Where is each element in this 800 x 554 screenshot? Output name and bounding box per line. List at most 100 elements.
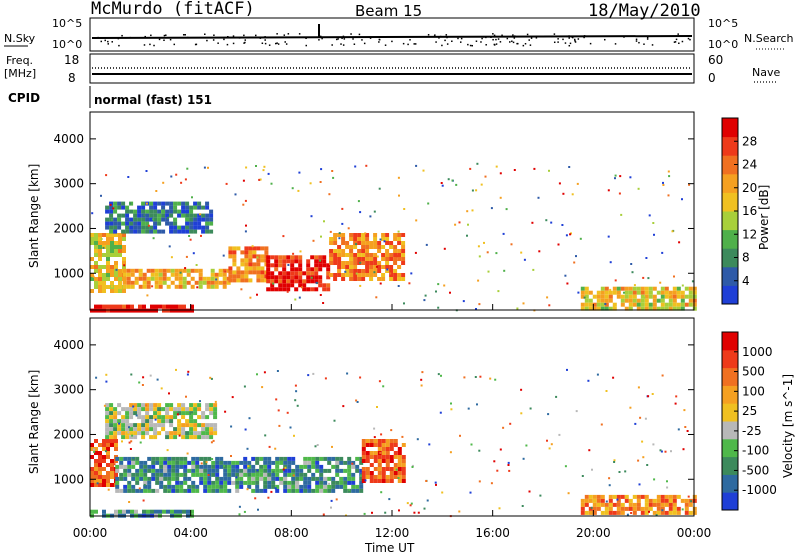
heatmap-cell bbox=[236, 246, 241, 251]
scatter-cell bbox=[613, 461, 616, 463]
heatmap-cell bbox=[161, 201, 166, 206]
scatter-cell bbox=[434, 481, 437, 484]
scatter-cell bbox=[437, 373, 440, 376]
heatmap-cell bbox=[337, 233, 342, 237]
heatmap-cell bbox=[401, 245, 406, 249]
scatter-cell bbox=[380, 433, 383, 436]
nsearch-dot bbox=[100, 40, 103, 43]
heatmap-cell bbox=[118, 304, 122, 309]
heatmap-cell bbox=[357, 237, 362, 241]
heatmap-cell bbox=[102, 439, 106, 443]
heatmap-cell bbox=[351, 464, 356, 469]
heatmap-cell bbox=[193, 205, 198, 210]
scatter-cell bbox=[478, 449, 481, 452]
scatter-cell bbox=[294, 399, 297, 402]
heatmap-cell bbox=[672, 294, 677, 299]
heatmap-cell bbox=[137, 423, 142, 428]
heatmap-cell bbox=[165, 201, 170, 206]
colorbar-tick-label: -25 bbox=[742, 424, 762, 438]
heatmap-cell bbox=[361, 241, 366, 245]
heatmap-cell bbox=[211, 488, 216, 493]
heatmap-cell bbox=[401, 261, 406, 265]
heatmap-cell bbox=[201, 435, 206, 440]
heatmap-cell bbox=[608, 290, 613, 295]
heatmap-cell bbox=[141, 205, 146, 210]
heatmap-cell bbox=[113, 205, 118, 210]
heatmap-cell bbox=[692, 298, 697, 303]
heatmap-cell bbox=[271, 472, 276, 477]
heatmap-cell bbox=[185, 225, 190, 230]
heatmap-cell bbox=[183, 480, 188, 485]
heatmap-cell bbox=[608, 494, 613, 499]
heatmap-cell bbox=[102, 253, 106, 257]
scatter-cell bbox=[677, 428, 680, 431]
heatmap-cell bbox=[365, 269, 370, 273]
heatmap-cell bbox=[231, 464, 236, 469]
heatmap-cell bbox=[259, 464, 264, 469]
scatter-cell bbox=[409, 504, 412, 507]
heatmap-cell bbox=[664, 306, 669, 311]
heatmap-cell bbox=[151, 460, 156, 465]
scatter-cell bbox=[533, 167, 536, 170]
heatmap-cell bbox=[232, 270, 237, 275]
scatter-cell bbox=[522, 302, 525, 305]
scatter-cell bbox=[312, 239, 315, 242]
scatter-cell bbox=[403, 208, 406, 210]
scatter-cell bbox=[296, 404, 299, 407]
heatmap-cell bbox=[232, 258, 237, 263]
freq-frame bbox=[89, 53, 695, 84]
heatmap-cell bbox=[219, 460, 224, 465]
nsearch-dot bbox=[512, 34, 514, 36]
power-ylabel: Slant Range [km] bbox=[27, 164, 41, 268]
heatmap-cell bbox=[106, 237, 110, 241]
heatmap-cell bbox=[113, 221, 118, 226]
heatmap-cell bbox=[190, 308, 194, 313]
heatmap-cell bbox=[688, 502, 693, 507]
heatmap-cell bbox=[149, 201, 154, 206]
scatter-cell bbox=[450, 408, 453, 411]
heatmap-cell bbox=[385, 237, 390, 241]
scatter-cell bbox=[450, 402, 452, 405]
scatter-cell bbox=[629, 176, 632, 179]
scatter-cell bbox=[443, 284, 446, 287]
heatmap-cell bbox=[644, 498, 649, 503]
nsearch-dot bbox=[675, 38, 678, 41]
heatmap-cell bbox=[154, 268, 159, 273]
heatmap-cell bbox=[169, 403, 174, 408]
nsearch-dot bbox=[511, 36, 514, 38]
nsearch-dot bbox=[568, 37, 570, 39]
heatmap-cell bbox=[211, 468, 216, 473]
heatmap-cell bbox=[98, 265, 102, 269]
y-tick-label: 3000 bbox=[53, 177, 84, 191]
heatmap-cell bbox=[207, 476, 212, 481]
heatmap-cell bbox=[267, 460, 272, 465]
heatmap-cell bbox=[113, 435, 118, 440]
scatter-cell bbox=[200, 462, 203, 465]
scatter-cell bbox=[142, 376, 145, 379]
heatmap-cell bbox=[145, 415, 150, 420]
nsearch-dot bbox=[571, 36, 573, 38]
heatmap-cell bbox=[347, 472, 352, 477]
heatmap-cell bbox=[126, 276, 131, 281]
heatmap-cell bbox=[110, 304, 114, 309]
nsearch-dot bbox=[369, 37, 372, 39]
scatter-cell bbox=[141, 384, 144, 386]
nsearch-dot bbox=[244, 41, 246, 44]
heatmap-cell bbox=[361, 245, 366, 249]
heatmap-cell bbox=[588, 506, 593, 511]
heatmap-cell bbox=[326, 283, 331, 288]
heatmap-cell bbox=[271, 476, 276, 481]
heatmap-cell bbox=[94, 249, 98, 253]
heatmap-cell bbox=[134, 268, 139, 273]
heatmap-cell bbox=[150, 268, 155, 273]
heatmap-cell bbox=[209, 209, 214, 214]
heatmap-cell bbox=[197, 213, 202, 218]
scatter-cell bbox=[147, 224, 150, 227]
heatmap-cell bbox=[361, 269, 366, 273]
colorbar-swatch bbox=[722, 367, 738, 386]
scatter-cell bbox=[251, 245, 254, 248]
heatmap-cell bbox=[608, 498, 613, 503]
heatmap-cell bbox=[145, 213, 150, 218]
heatmap-cell bbox=[157, 201, 162, 206]
heatmap-cell bbox=[205, 205, 210, 210]
